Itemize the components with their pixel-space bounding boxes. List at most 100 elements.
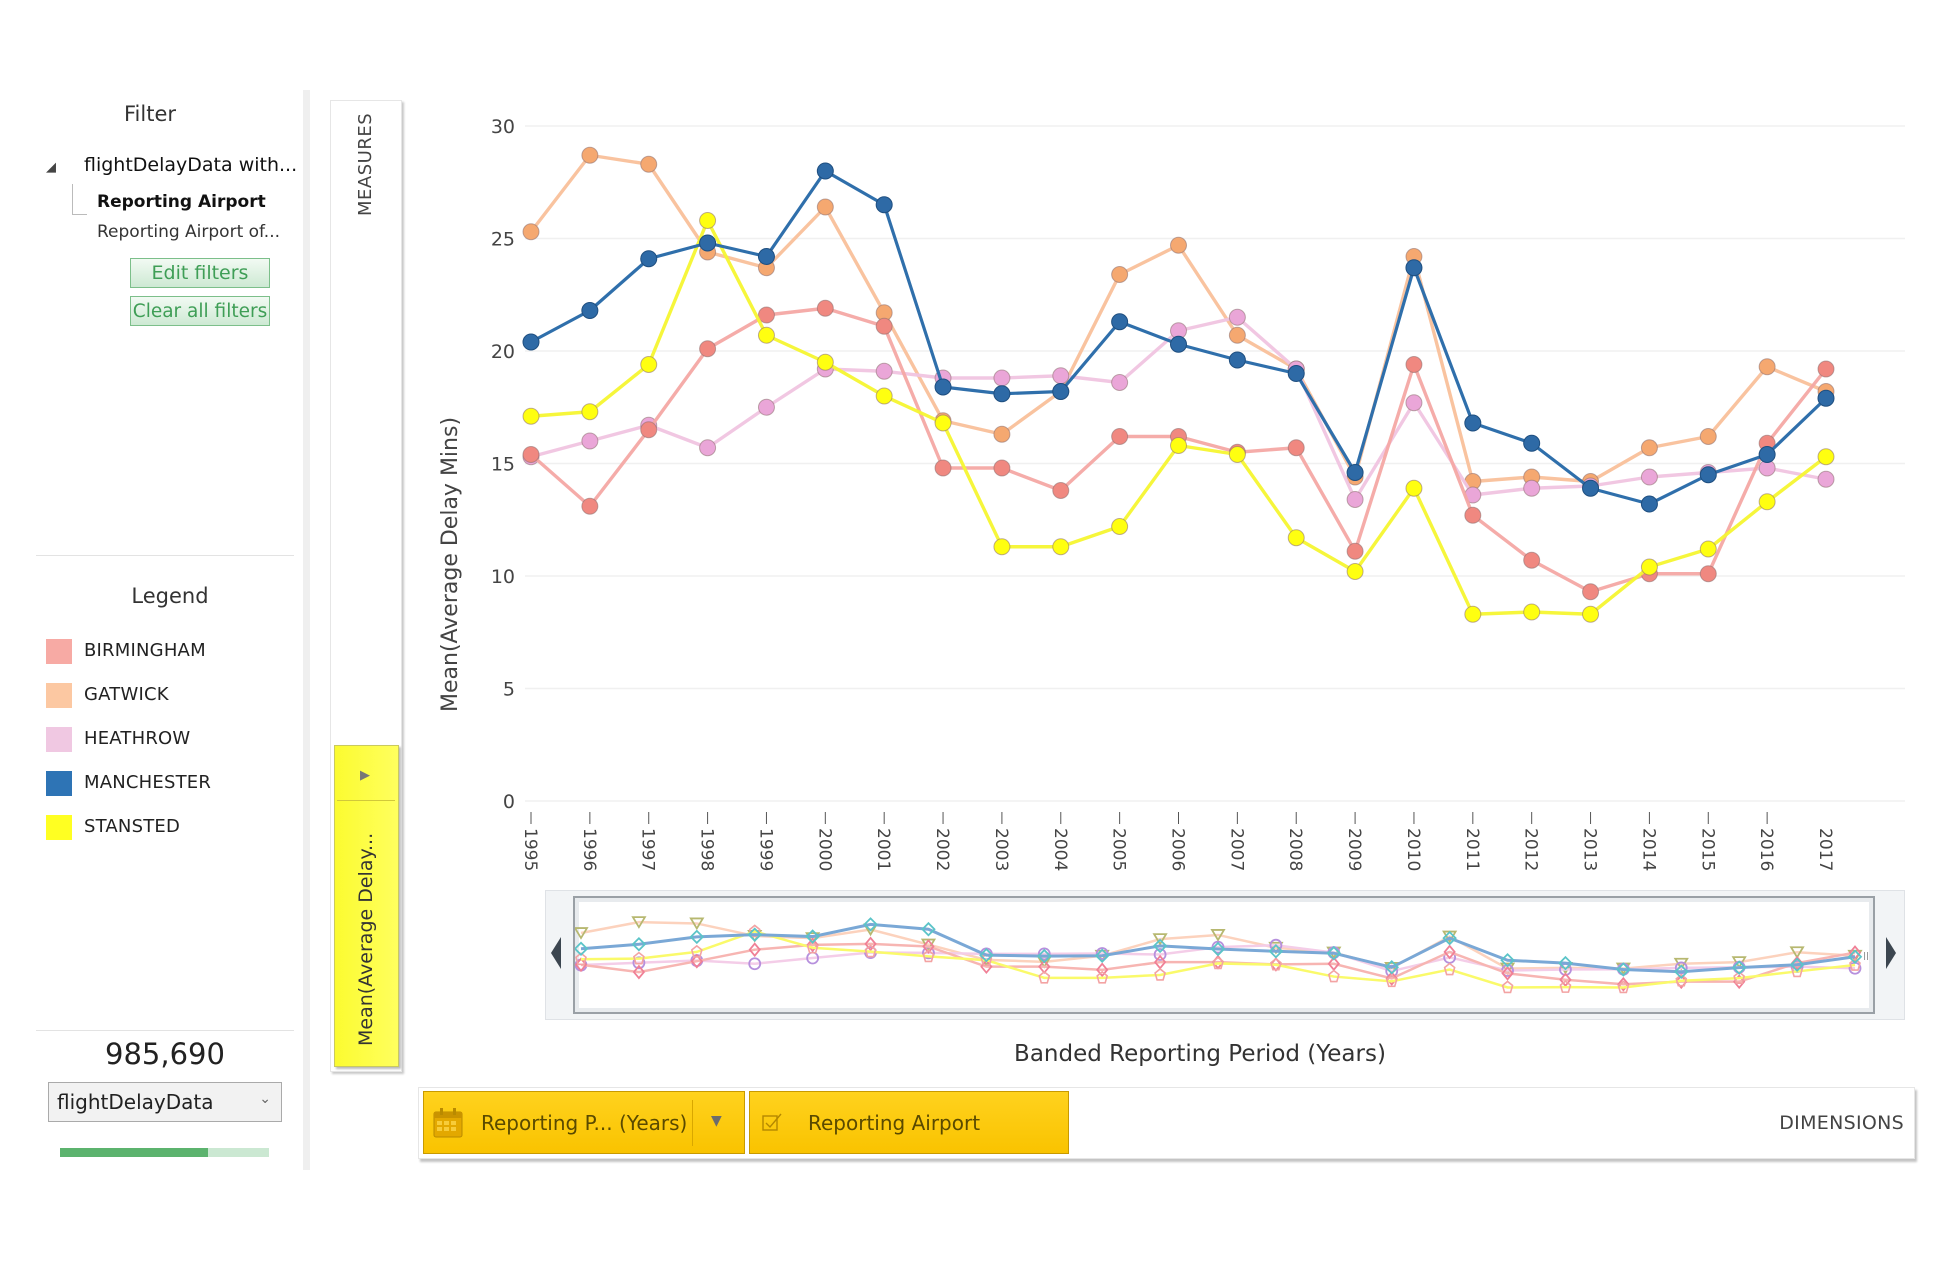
data-point xyxy=(1640,439,1658,457)
nav-series-manchester xyxy=(573,917,1863,980)
nav-marker xyxy=(1038,959,1051,975)
dropdown-arrow-icon[interactable]: ▼ xyxy=(711,1113,722,1129)
x-tick-label: 2017 xyxy=(1815,828,1835,871)
nav-marker xyxy=(1616,962,1631,977)
nav-marker xyxy=(1037,948,1052,964)
data-point xyxy=(757,306,775,324)
data-point xyxy=(640,356,658,373)
series-lines xyxy=(522,146,1835,623)
navigator-window[interactable]: ll ll xyxy=(570,896,1875,1014)
dimension-chip-reporting-period[interactable]: Reporting P... (Years) ▼ xyxy=(423,1091,745,1154)
nav-marker xyxy=(1673,964,1689,980)
dataset-select-value: flightDelayData xyxy=(57,1090,214,1114)
nav-marker xyxy=(1153,948,1167,961)
data-point xyxy=(816,299,834,317)
data-point xyxy=(1405,394,1423,412)
clear-all-filters-button[interactable]: Clear all filters xyxy=(130,296,270,326)
x-tick-label: 1997 xyxy=(638,828,658,871)
data-point xyxy=(1405,479,1423,497)
nav-marker xyxy=(1789,957,1805,972)
measure-chip[interactable]: ▶ Mean(Average Delay... xyxy=(334,745,399,1067)
x-tick-label: 1998 xyxy=(697,828,717,871)
data-point xyxy=(1052,383,1070,400)
tree-collapse-icon[interactable]: ◢ xyxy=(46,160,56,175)
tree-root-item[interactable]: flightDelayData with... xyxy=(84,154,298,176)
x-tick-label: 1999 xyxy=(755,828,775,871)
nav-marker xyxy=(1153,954,1167,970)
data-point xyxy=(699,439,717,457)
legend-label: HEATHROW xyxy=(84,728,191,749)
dimensions-bar: Reporting P... (Years) ▼ Reporting Airpo… xyxy=(418,1087,1915,1159)
navigator-left-grip: ll xyxy=(575,950,576,963)
data-point xyxy=(581,146,599,164)
legend-label: BIRMINGHAM xyxy=(84,640,206,661)
data-point xyxy=(1699,540,1717,558)
navigator-left-arrow-icon[interactable] xyxy=(551,937,561,969)
expand-arrow-icon[interactable]: ▶ xyxy=(360,768,370,783)
data-point xyxy=(699,340,717,358)
data-point xyxy=(1817,470,1835,488)
data-point xyxy=(699,212,717,229)
range-navigator[interactable]: ll ll xyxy=(545,890,1905,1020)
nav-marker xyxy=(1501,965,1514,981)
data-point xyxy=(757,398,775,416)
x-tick-label: 2001 xyxy=(873,828,893,871)
nav-marker xyxy=(805,932,821,945)
data-point xyxy=(1111,428,1129,445)
edit-filters-button[interactable]: Edit filters xyxy=(130,258,270,288)
data-point xyxy=(581,497,599,515)
data-point xyxy=(1346,464,1364,481)
legend-label: GATWICK xyxy=(84,684,169,705)
x-axis-ticks: 1995 1996 1997 1998 1999 2000 2001 2002 2003 2004… xyxy=(520,812,1835,871)
nav-marker xyxy=(747,927,762,942)
data-point xyxy=(1582,583,1600,601)
x-tick-label: 1996 xyxy=(579,828,599,871)
nav-marker xyxy=(1154,967,1167,981)
navigator-preview: ll ll xyxy=(570,916,1869,994)
y-axis-title: Mean(Average Delay Mins) xyxy=(438,416,463,712)
nav-marker xyxy=(632,951,645,965)
data-point xyxy=(993,538,1011,556)
nav-marker xyxy=(922,949,935,963)
data-point xyxy=(1699,466,1717,484)
nav-marker xyxy=(1500,952,1515,968)
data-point xyxy=(1228,446,1246,463)
navigator-right-arrow-icon[interactable] xyxy=(1886,937,1896,969)
data-point xyxy=(522,333,540,351)
data-point xyxy=(1758,358,1776,376)
data-point xyxy=(1405,259,1423,277)
x-tick-label: 2005 xyxy=(1109,828,1129,871)
data-point xyxy=(1228,351,1246,369)
tree-child-item[interactable]: Reporting Airport xyxy=(97,192,266,212)
nav-marker xyxy=(1559,972,1572,988)
data-point xyxy=(581,403,599,421)
data-point xyxy=(1052,482,1070,499)
nav-marker xyxy=(1152,938,1168,954)
legend-swatch xyxy=(46,683,72,708)
panel-splitter[interactable] xyxy=(303,90,310,1170)
nav-marker xyxy=(980,959,993,975)
data-point xyxy=(1287,439,1305,457)
data-point xyxy=(1699,428,1717,445)
data-point xyxy=(1640,558,1658,576)
nav-marker xyxy=(863,917,878,932)
data-point xyxy=(1170,335,1187,353)
nav-marker xyxy=(1849,958,1861,971)
data-point xyxy=(1170,236,1187,254)
data-point xyxy=(993,425,1011,443)
left-panel: Filter ◢ flightDelayData with... Reporti… xyxy=(0,90,302,1170)
nav-marker xyxy=(1674,961,1688,975)
nav-marker xyxy=(748,942,761,958)
nav-marker xyxy=(1789,946,1805,959)
series-manchester xyxy=(522,162,1835,513)
nav-series-line xyxy=(580,930,1856,989)
data-point xyxy=(522,407,540,425)
nav-marker xyxy=(1443,944,1456,960)
record-count: 985,690 xyxy=(105,1037,225,1071)
data-point xyxy=(757,326,775,344)
dataset-select[interactable]: flightDelayData ⌄ xyxy=(48,1082,282,1122)
data-point xyxy=(993,369,1011,387)
legend-label: MANCHESTER xyxy=(84,772,212,793)
data-point xyxy=(1582,605,1600,623)
dimension-chip-reporting-airport[interactable]: Reporting Airport xyxy=(749,1091,1069,1154)
